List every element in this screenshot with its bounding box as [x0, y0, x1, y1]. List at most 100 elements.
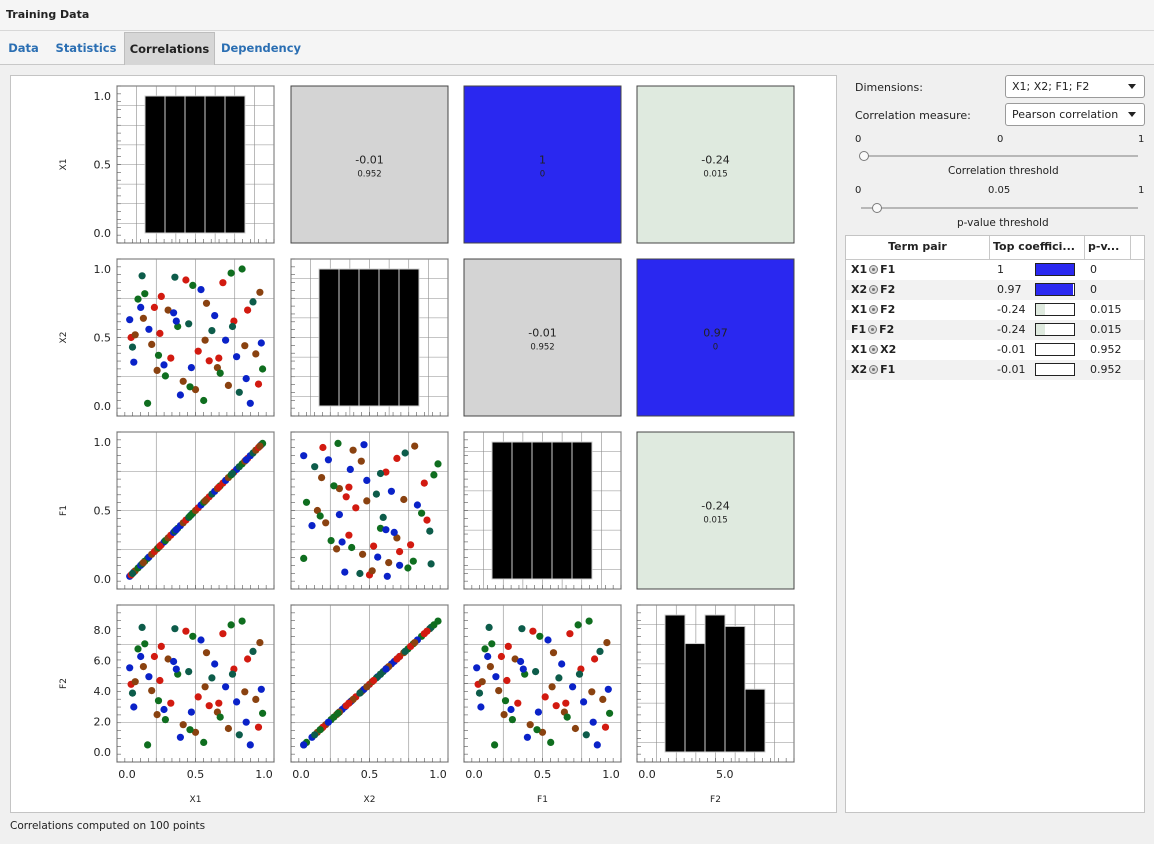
- scatter-point: [396, 561, 404, 569]
- table-row[interactable]: X2 F2 0.97 0: [846, 280, 1144, 300]
- scatter-point: [345, 483, 353, 491]
- histogram-bar: [664, 614, 686, 753]
- scatter-point: [257, 339, 265, 347]
- correlation-value: -0.01: [528, 327, 556, 340]
- scatter-point: [345, 531, 353, 539]
- y-tick-label: 0.5: [94, 332, 112, 345]
- tab-statistics[interactable]: Statistics: [55, 41, 117, 55]
- window-title: Training Data: [0, 0, 1154, 31]
- scatter-point: [194, 347, 202, 355]
- scatter-point: [316, 726, 324, 734]
- scatter-point: [359, 550, 367, 558]
- scatter-point: [477, 703, 485, 711]
- scatter-point: [385, 559, 393, 567]
- histogram-bar: [338, 268, 360, 407]
- pvalue-threshold-handle[interactable]: [871, 203, 882, 213]
- coefficient-value: -0.01: [997, 343, 1026, 356]
- scatter-point: [348, 543, 356, 552]
- x-tick-label: 1.0: [602, 768, 620, 781]
- p-value-label: 0.952: [530, 343, 554, 353]
- scatter-point: [552, 702, 560, 710]
- table-row[interactable]: X1 F2 -0.24 0.015: [846, 300, 1144, 320]
- p-value: 0: [1090, 263, 1097, 276]
- settings-panel: Dimensions: X1; X2; F1; F2 Correlation m…: [845, 75, 1145, 813]
- scatter-point: [485, 623, 493, 632]
- scatter-point: [128, 569, 137, 578]
- scatter-point: [141, 640, 149, 648]
- pvalue-threshold-slider[interactable]: [861, 207, 1138, 209]
- scatter-point: [252, 350, 260, 358]
- scatter-point: [390, 528, 398, 536]
- term-a: F1: [851, 323, 867, 336]
- scatter-point: [176, 391, 184, 399]
- y-axis-label: X1: [59, 159, 69, 171]
- scatter-point: [172, 665, 180, 673]
- dimensions-select[interactable]: X1; X2; F1; F2: [1005, 75, 1145, 98]
- histogram-bar: [531, 441, 553, 580]
- scatter-point: [164, 655, 172, 663]
- scatter-point: [376, 469, 385, 478]
- scatter-point: [150, 303, 158, 311]
- y-tick-label: 2.0: [94, 716, 112, 729]
- measure-label: Correlation measure:: [855, 109, 971, 122]
- scatter-point: [393, 534, 401, 542]
- scatter-point: [148, 340, 156, 348]
- header-term-pair[interactable]: Term pair: [888, 240, 947, 253]
- scatter-point: [249, 647, 257, 656]
- header-divider[interactable]: [1130, 236, 1131, 260]
- status-text: Correlations computed on 100 points: [10, 820, 206, 832]
- term-a: X1: [851, 303, 868, 316]
- scatter-point: [254, 380, 263, 388]
- scatter-point: [319, 443, 327, 452]
- scatter-point: [259, 365, 267, 373]
- table-row[interactable]: X1 F1 1 0: [846, 260, 1144, 280]
- tab-correlations[interactable]: Correlations: [124, 32, 215, 65]
- x-axis-label: X1: [190, 795, 202, 805]
- coefficient-value: -0.24: [997, 303, 1026, 316]
- header-top-coefficient[interactable]: Top coeffici...: [993, 240, 1075, 253]
- scatter-point: [186, 383, 194, 391]
- term-pair: X2 F1: [851, 363, 895, 376]
- scatter-point: [427, 560, 435, 568]
- measure-select[interactable]: Pearson correlation: [1005, 103, 1145, 126]
- corr-threshold-handle[interactable]: [859, 151, 869, 161]
- scatter-point: [518, 625, 526, 633]
- header-divider[interactable]: [1084, 236, 1085, 260]
- tab-data[interactable]: Data: [8, 41, 39, 55]
- table-row[interactable]: F1 F2 -0.24 0.015: [846, 320, 1144, 340]
- scatter-point: [376, 524, 385, 532]
- scatter-point: [420, 479, 428, 487]
- tab-bar: Data Statistics Correlations Dependency: [0, 31, 1154, 65]
- corr-threshold-min: 0: [855, 134, 862, 145]
- scatter-point: [475, 689, 484, 697]
- scatter-point: [200, 738, 208, 747]
- scatter-point: [400, 495, 408, 504]
- scatter-point: [141, 290, 149, 298]
- table-row[interactable]: X1 X2 -0.01 0.952: [846, 340, 1144, 360]
- p-value-label: 0: [540, 170, 545, 180]
- scatter-point: [170, 657, 178, 666]
- tab-dependency[interactable]: Dependency: [220, 41, 302, 55]
- header-divider[interactable]: [989, 236, 990, 260]
- scatter-point: [396, 548, 404, 556]
- x-axis-label: F2: [710, 795, 721, 805]
- y-axis-label: X2: [59, 332, 69, 344]
- p-value: 0.952: [1090, 363, 1122, 376]
- table-row[interactable]: X2 F1 -0.01 0.952: [846, 360, 1144, 380]
- scatter-point: [230, 317, 238, 325]
- scatter-point: [478, 678, 486, 686]
- x-tick-label: 0.0: [118, 768, 136, 781]
- scatter-point: [189, 632, 197, 640]
- scatter-point: [316, 512, 324, 520]
- scatter-point: [238, 617, 246, 625]
- scatter-point: [167, 354, 175, 362]
- scatter-point: [257, 685, 265, 693]
- scatter-point: [599, 695, 607, 704]
- scatter-point: [370, 542, 378, 550]
- scatter-point: [580, 698, 588, 706]
- link-icon: [869, 265, 879, 274]
- header-p-value[interactable]: p-v...: [1088, 240, 1120, 253]
- scatter-point: [134, 295, 142, 303]
- corr-threshold-slider[interactable]: [861, 155, 1138, 157]
- scatter-point: [382, 468, 390, 476]
